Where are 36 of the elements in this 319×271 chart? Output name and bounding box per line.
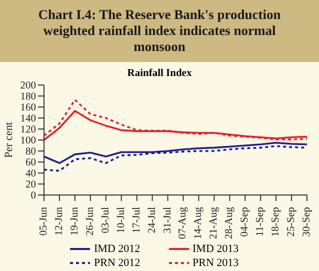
y-tick-label: 60	[26, 158, 36, 169]
y-tick-label: 40	[26, 168, 36, 180]
x-tick-label: 05-Jun	[38, 206, 50, 236]
legend-label: IMD 2012	[94, 243, 140, 255]
x-tick-label: 24-Jul	[146, 206, 158, 234]
x-tick-label: 18-Sep	[270, 207, 282, 237]
legend-label: PRN 2012	[94, 257, 140, 269]
y-axis-title: Per cent	[2, 122, 15, 158]
chart-subtitle: Rainfall Index	[126, 68, 193, 81]
y-tick-label: 20	[26, 180, 36, 191]
x-tick-label: 10-Jul	[116, 206, 127, 234]
x-tick-label: 14-Aug	[193, 206, 204, 240]
x-tick-label: 26-Jun	[84, 206, 96, 236]
y-tick-label: 0	[30, 190, 36, 202]
x-tick-label: 17-Jul	[131, 206, 142, 234]
y-tick-label: 80	[26, 146, 36, 158]
legend-label: PRN 2013	[192, 257, 239, 269]
x-tick-label: 30-Sep	[302, 207, 312, 237]
y-tick-label: 120	[20, 124, 36, 136]
x-tick-label: 31-Jul	[162, 206, 174, 234]
x-tick-label: 28-Aug	[224, 206, 236, 240]
legend-label: IMD 2013	[192, 243, 239, 255]
x-tick-label: 12-Jun	[54, 206, 65, 236]
chart-title: Chart I.4: The Reserve Bank's production weighted rainfall index indicates normal monsoon	[0, 0, 319, 62]
x-tick-label: 04-Sep	[240, 207, 251, 237]
x-tick-label: 21-Aug	[208, 206, 220, 240]
y-tick-label: 200	[20, 80, 36, 92]
x-tick-label: 11-Sep	[255, 207, 266, 236]
x-tick-label: 25-Sep	[286, 207, 298, 237]
y-tick-label: 140	[20, 114, 36, 125]
x-tick-label: 07-Aug	[178, 206, 189, 240]
y-tick-label: 100	[20, 136, 36, 147]
x-tick-label: 03-Jul	[100, 206, 112, 234]
y-tick-label: 180	[20, 92, 36, 103]
y-tick-label: 160	[20, 102, 36, 114]
x-tick-label: 19-Jun	[69, 206, 80, 236]
